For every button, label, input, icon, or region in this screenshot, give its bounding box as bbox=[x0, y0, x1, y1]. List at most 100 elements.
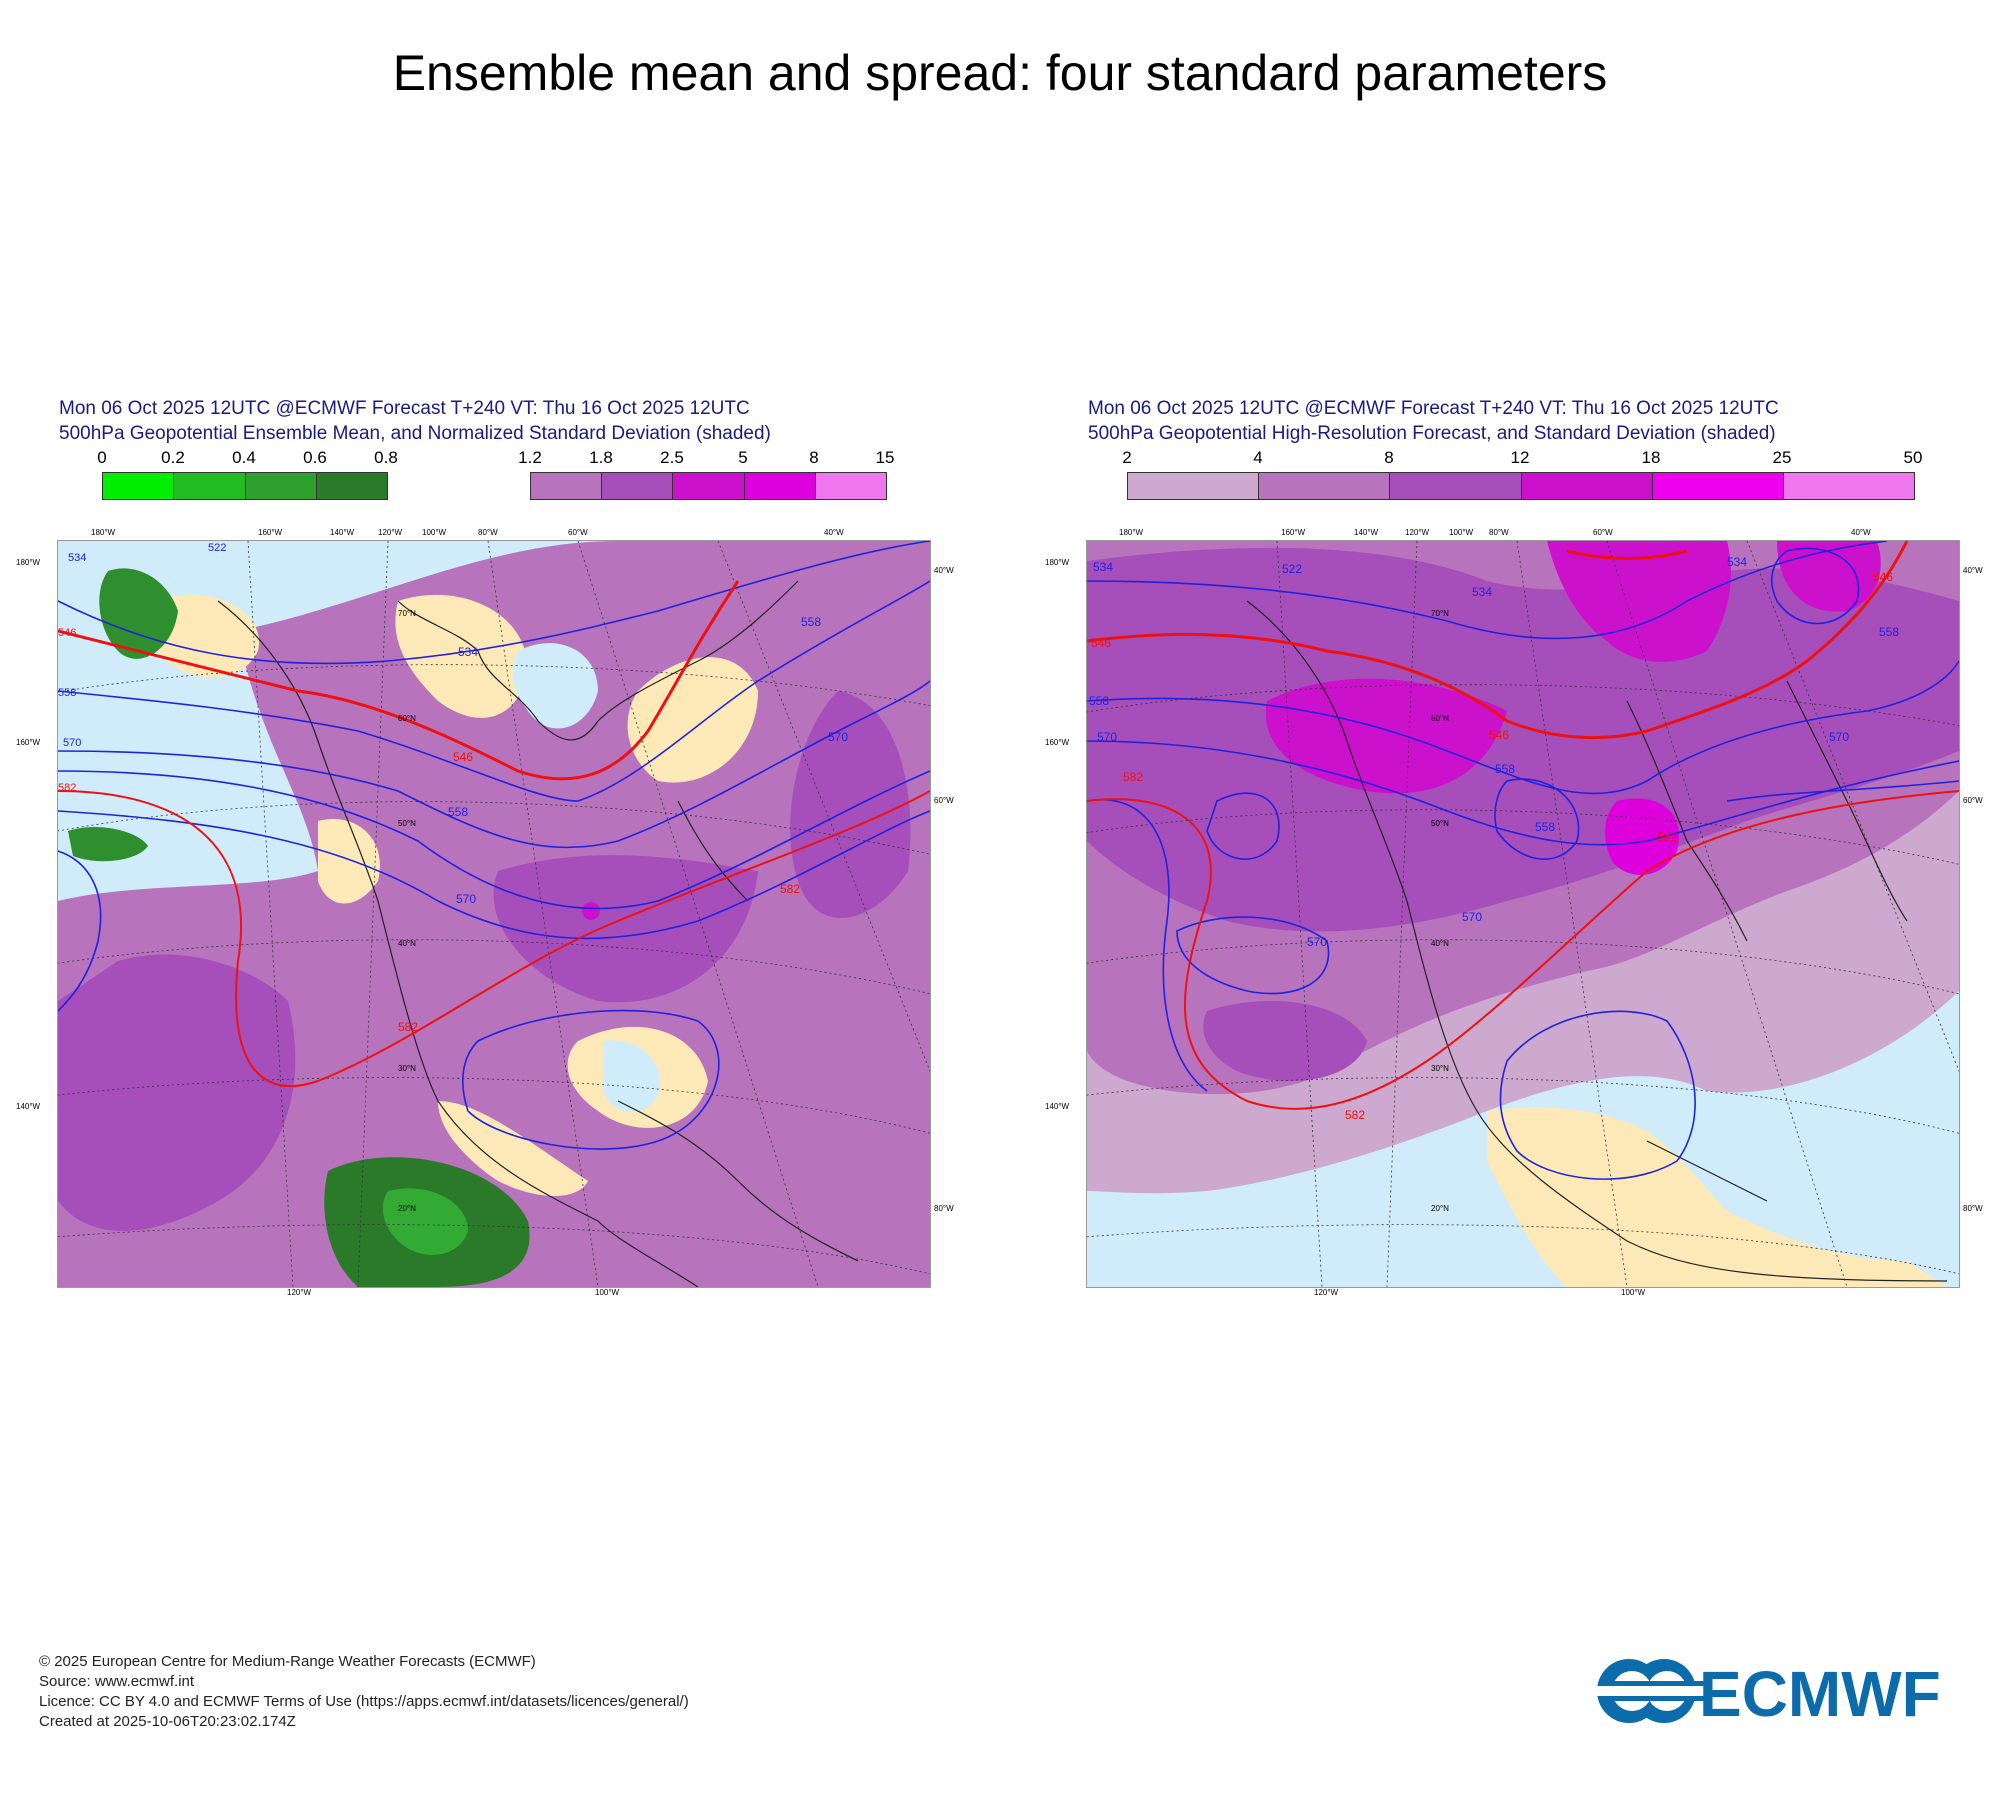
spread-shading bbox=[790, 691, 911, 919]
cbar-tick: 0.6 bbox=[303, 448, 327, 467]
contour-label: 570 bbox=[828, 730, 848, 744]
cbar-swatch bbox=[1521, 473, 1653, 499]
contour-label: 558 bbox=[1089, 694, 1109, 708]
spread-max bbox=[582, 902, 600, 920]
lon-label: 140°W bbox=[1045, 1102, 1070, 1111]
low-spread bbox=[382, 1188, 468, 1255]
cbar-tick: 5 bbox=[738, 448, 748, 467]
left-panel-title-line1: Mon 06 Oct 2025 12UTC @ECMWF Forecast T+… bbox=[59, 398, 750, 419]
contour-label: 570 bbox=[1829, 730, 1849, 744]
water-area bbox=[1767, 1092, 1938, 1203]
contour-label: 582 bbox=[780, 882, 800, 896]
left-map: 534 522 546 558 570 582 534 546 558 570 … bbox=[57, 540, 931, 1288]
right-panel-title-line2: 500hPa Geopotential High-Resolution Fore… bbox=[1088, 423, 1776, 444]
cbar-tick: 50 bbox=[1903, 448, 1923, 467]
red-contours bbox=[58, 580, 930, 1087]
lon-label: 140°W bbox=[330, 528, 355, 537]
lat-label: 60°N bbox=[398, 714, 416, 723]
land-area bbox=[627, 657, 758, 783]
cbar-tick: 2.5 bbox=[660, 448, 684, 467]
cbar-swatch bbox=[1128, 473, 1260, 499]
cbar-swatch bbox=[1259, 473, 1391, 499]
graticule bbox=[1087, 541, 1959, 1287]
left-map-panel: Mon 06 Oct 2025 12UTC @ECMWF Forecast T+… bbox=[16, 396, 994, 1316]
right-colorbar: 2 4 8 12 18 25 50 bbox=[1122, 448, 1922, 500]
contour-label: 534 bbox=[1727, 555, 1747, 569]
cbar-swatch bbox=[673, 473, 745, 499]
lat-label: 70°N bbox=[1431, 609, 1449, 618]
left-colorbar-green: 0 0.2 0.4 0.6 0.8 bbox=[97, 448, 398, 500]
lon-label: 100°W bbox=[1449, 528, 1474, 537]
lon-label: 80°W bbox=[1489, 528, 1509, 537]
cbar-swatch bbox=[1652, 473, 1784, 499]
logo-text: ECMWF bbox=[1699, 1658, 1941, 1726]
cbar-tick: 8 bbox=[809, 448, 819, 467]
cbar-swatch bbox=[245, 473, 317, 499]
contour-label: 546 bbox=[1489, 728, 1509, 742]
lon-label: 180°W bbox=[91, 528, 116, 537]
contour-labels: 534 522 534 546 558 570 582 546 558 558 … bbox=[1089, 555, 1899, 1122]
spread-shading bbox=[1203, 1001, 1367, 1081]
spread-shading bbox=[1265, 678, 1507, 794]
contour-label: 546 bbox=[58, 627, 76, 639]
page-title: Ensemble mean and spread: four standard … bbox=[392, 45, 1608, 101]
cbar-swatch bbox=[744, 473, 816, 499]
lon-label: 40°W bbox=[934, 566, 954, 575]
lon-label: 120°W bbox=[378, 528, 403, 537]
lon-label: 80°W bbox=[1963, 1204, 1983, 1213]
cbar-tick: 0.4 bbox=[232, 448, 256, 467]
lat-label: 40°N bbox=[1431, 939, 1449, 948]
cbar-swatch bbox=[531, 473, 603, 499]
cbar-tick: 1.2 bbox=[518, 448, 542, 467]
contour-label: 558 bbox=[448, 805, 468, 819]
contour-label: 582 bbox=[58, 782, 76, 794]
blue-contours bbox=[58, 541, 930, 1150]
contour-label: 534 bbox=[1093, 560, 1113, 574]
spread-shading bbox=[1547, 541, 1731, 662]
spread-shading bbox=[1777, 541, 1881, 612]
land-area bbox=[318, 819, 380, 904]
cbar-tick: 0.2 bbox=[161, 448, 185, 467]
cbar-swatch bbox=[103, 473, 175, 499]
lon-label: 120°W bbox=[287, 1288, 312, 1297]
red-contours bbox=[1087, 541, 1959, 1110]
contour-label: 558 bbox=[58, 687, 76, 699]
footer: © 2025 European Centre for Medium-Range … bbox=[39, 1652, 689, 1732]
lat-label: 30°N bbox=[398, 1064, 416, 1073]
land-area bbox=[395, 594, 528, 718]
lon-label: 180°W bbox=[1119, 528, 1144, 537]
coastlines bbox=[1246, 600, 1948, 1282]
cbar-swatch bbox=[174, 473, 246, 499]
licence-line: Licence: CC BY 4.0 and ECMWF Terms of Us… bbox=[39, 1693, 689, 1710]
lon-label: 140°W bbox=[16, 1102, 41, 1111]
cbar-tick: 0 bbox=[97, 448, 107, 467]
right-map-svg: 534 522 534 546 558 570 582 546 558 558 … bbox=[1087, 541, 1959, 1287]
contour-label: 570 bbox=[1307, 935, 1327, 949]
left-panel-title-line2: 500hPa Geopotential Ensemble Mean, and N… bbox=[59, 423, 771, 444]
lat-label: 70°N bbox=[398, 609, 416, 618]
lon-label: 160°W bbox=[1045, 738, 1070, 747]
contour-label: 522 bbox=[1282, 562, 1302, 576]
land-area bbox=[1487, 1107, 1947, 1287]
left-map-svg: 534 522 546 558 570 582 534 546 558 570 … bbox=[58, 541, 930, 1287]
cbar-tick: 0.8 bbox=[374, 448, 398, 467]
lon-label: 160°W bbox=[1281, 528, 1306, 537]
cbar-tick: 4 bbox=[1253, 448, 1263, 467]
cbar-swatch bbox=[1390, 473, 1522, 499]
contour-label: 534 bbox=[458, 645, 478, 659]
coastlines bbox=[217, 580, 859, 1287]
lat-label: 40°N bbox=[398, 939, 416, 948]
created-line: Created at 2025-10-06T20:23:02.174Z bbox=[39, 1713, 296, 1730]
lon-label: 40°W bbox=[1963, 566, 1983, 575]
lat-label: 50°N bbox=[1431, 819, 1449, 828]
spread-shading bbox=[58, 954, 296, 1231]
lon-label: 180°W bbox=[1045, 558, 1070, 567]
cbar-tick: 18 bbox=[1641, 448, 1661, 467]
copyright-line: © 2025 European Centre for Medium-Range … bbox=[39, 1653, 536, 1670]
contour-labels: 534 522 546 558 570 582 534 546 558 570 … bbox=[58, 542, 848, 1034]
lat-labels: 60°N 50°N 40°N 30°N 20°N 70°N bbox=[1431, 609, 1449, 1213]
water-area bbox=[512, 643, 598, 729]
contour-label: 570 bbox=[63, 737, 81, 749]
lon-label: 140°W bbox=[1354, 528, 1379, 537]
contour-label: 522 bbox=[208, 542, 226, 554]
